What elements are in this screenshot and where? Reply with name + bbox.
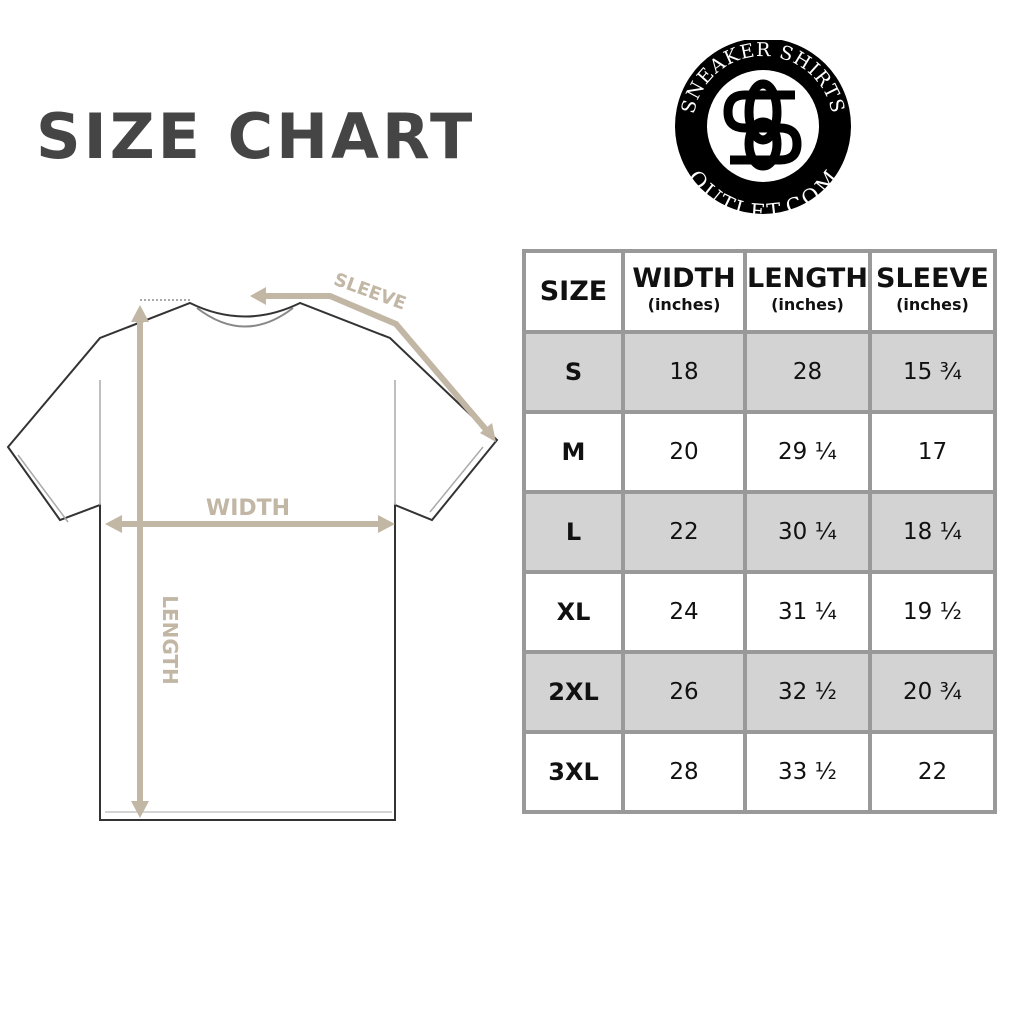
table-row: 3XL 28 33 ½ 22 xyxy=(522,730,997,814)
length-cell: 28 xyxy=(743,330,872,414)
length-cell: 32 ½ xyxy=(743,650,872,734)
width-cell: 20 xyxy=(621,410,747,494)
table-row: 2XL 26 32 ½ 20 ¾ xyxy=(522,650,997,734)
table-header-row: SIZE WIDTH (inches) LENGTH (inches) SLEEVE… xyxy=(522,249,997,334)
table-row: S 18 28 15 ¾ xyxy=(522,330,997,414)
header-size: SIZE xyxy=(522,249,625,334)
size-cell: XL xyxy=(522,570,625,654)
size-cell: S xyxy=(522,330,625,414)
sleeve-cell: 17 xyxy=(867,410,997,494)
header-sleeve: SLEEVE (inches) xyxy=(867,249,997,334)
sleeve-arrow xyxy=(262,293,491,434)
length-cell: 33 ½ xyxy=(743,730,872,814)
sleeve-cell: 20 ¾ xyxy=(867,650,997,734)
header-label: SLEEVE xyxy=(876,262,989,294)
length-label: LENGTH xyxy=(158,595,182,685)
width-cell: 22 xyxy=(621,490,747,574)
size-cell: L xyxy=(522,490,625,574)
monogram-icon xyxy=(723,79,802,171)
length-cell: 31 ¼ xyxy=(743,570,872,654)
header-unit: (inches) xyxy=(771,294,844,314)
length-cell: 29 ¼ xyxy=(743,410,872,494)
page-title: SIZE CHART xyxy=(36,100,476,173)
sleeve-cell: 18 ¼ xyxy=(867,490,997,574)
header-unit: (inches) xyxy=(896,294,969,314)
sleeve-cell: 15 ¾ xyxy=(867,330,997,414)
header-label: SIZE xyxy=(539,275,608,307)
size-cell: 3XL xyxy=(522,730,625,814)
sleeve-cell: 19 ½ xyxy=(867,570,997,654)
width-cell: 28 xyxy=(621,730,747,814)
size-cell: M xyxy=(522,410,625,494)
header-label: LENGTH xyxy=(747,262,868,294)
length-cell: 30 ¼ xyxy=(743,490,872,574)
table-row: M 20 29 ¼ 17 xyxy=(522,410,997,494)
width-label: WIDTH xyxy=(206,496,290,521)
header-length: LENGTH (inches) xyxy=(743,249,872,334)
header-unit: (inches) xyxy=(647,294,721,314)
tshirt-diagram: WIDTH LENGTH SLEEVE xyxy=(6,270,499,821)
size-table: SIZE WIDTH (inches) LENGTH (inches) SLEEVE… xyxy=(522,249,997,814)
header-width: WIDTH (inches) xyxy=(621,249,747,334)
sleeve-label: SLEEVE xyxy=(331,270,409,315)
size-cell: 2XL xyxy=(522,650,625,734)
table-row: XL 24 31 ¼ 19 ½ xyxy=(522,570,997,654)
width-cell: 24 xyxy=(621,570,747,654)
table-row: L 22 30 ¼ 18 ¼ xyxy=(522,490,997,574)
sleeve-cell: 22 xyxy=(867,730,997,814)
width-cell: 26 xyxy=(621,650,747,734)
width-cell: 18 xyxy=(621,330,747,414)
sneaker-shirts-outlet-logo: SNEAKER SHIRTS OUTLET.COM xyxy=(675,40,851,220)
header-label: WIDTH xyxy=(632,262,736,294)
